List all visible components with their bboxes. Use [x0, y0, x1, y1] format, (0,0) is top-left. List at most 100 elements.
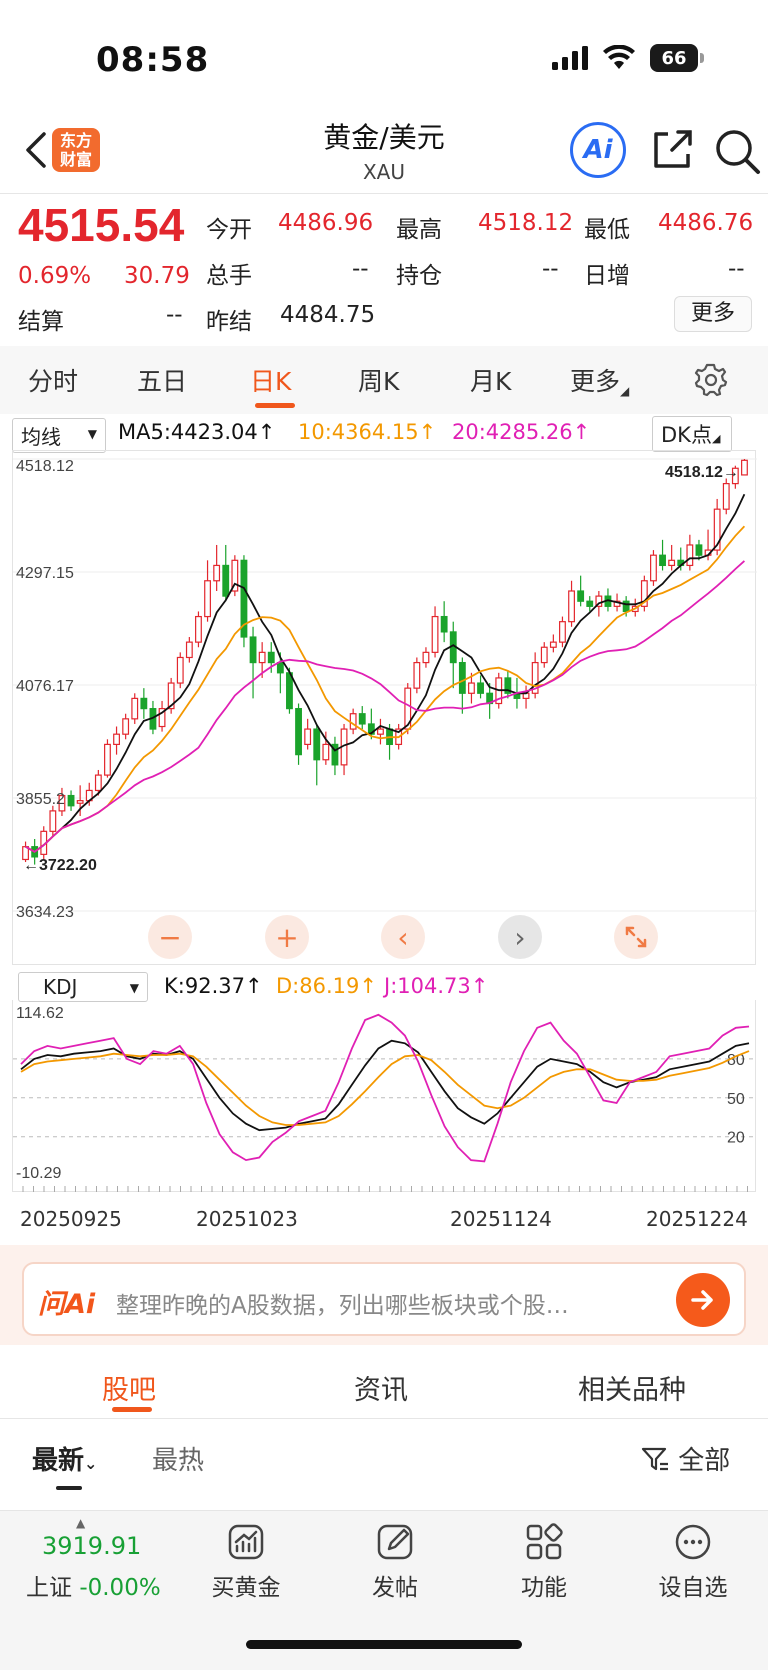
zoom-out-button[interactable]: −: [148, 915, 192, 959]
kdj-j-value: J:104.73↑: [384, 974, 489, 998]
ma-select-label: 均线: [21, 425, 61, 449]
subtab-news[interactable]: 资讯: [354, 1375, 408, 1406]
kline-chart[interactable]: 4518.12 4297.15 4076.17 3855.2 3634.23 4518.1…: [12, 450, 757, 965]
candle-body: [695, 544, 703, 556]
scroll-left-button[interactable]: ‹: [381, 915, 425, 959]
dropdown-triangle-icon: ◢: [620, 384, 630, 398]
max-price-marker: 4518.12→: [665, 464, 739, 481]
search-icon[interactable]: [712, 126, 762, 176]
candle-body: [431, 615, 439, 653]
ai-prompt-input[interactable]: 问Ai 整理昨晚的A股数据，列出哪些板块或个股…: [22, 1262, 746, 1336]
x-tick-label: 20251023: [196, 1207, 298, 1231]
open-value: 4486.96: [278, 210, 374, 236]
kdj-line-j: [20, 1013, 750, 1163]
subtab-forum[interactable]: 股吧: [102, 1375, 156, 1406]
candle-body: [313, 728, 321, 761]
nav-functions[interactable]: 功能: [521, 1575, 567, 1601]
more-quote-button[interactable]: 更多: [674, 296, 752, 332]
tab-intraday[interactable]: 分时: [28, 367, 79, 396]
candle-body: [258, 651, 266, 664]
index-value[interactable]: 3919.91: [42, 1532, 142, 1560]
kdj-chart[interactable]: 80 50 20 114.62 -10.29: [12, 1000, 757, 1192]
chart-period-tabs: [0, 346, 768, 414]
ma-line: [25, 493, 746, 853]
candle-body: [595, 595, 603, 607]
volume-label: 总手: [206, 263, 252, 289]
dk-point-button[interactable]: DK点◢: [652, 416, 732, 452]
chevron-down-icon: ⌄: [84, 1454, 98, 1473]
filter-label: 全部: [678, 1446, 731, 1476]
back-arrow-icon[interactable]: [18, 128, 58, 172]
index-ticker[interactable]: 上证 -0.00%: [26, 1568, 161, 1602]
candle-body: [377, 728, 384, 735]
tab-more[interactable]: 更多◢: [570, 362, 629, 398]
candle-body: [586, 600, 594, 607]
grid-apps-icon[interactable]: [524, 1522, 564, 1562]
prev-settle-label: 昨结: [206, 309, 252, 335]
x-tick-label: 20250925: [20, 1207, 122, 1231]
candle-body: [349, 713, 357, 730]
candle-body: [22, 846, 29, 861]
index-name: 上证: [26, 1575, 72, 1601]
nav-post[interactable]: 发帖: [372, 1575, 418, 1601]
edit-post-icon[interactable]: [375, 1522, 415, 1562]
sort-latest[interactable]: 最新⌄: [32, 1440, 97, 1477]
min-price-marker: ←3722.20: [23, 857, 97, 874]
candle-body: [540, 646, 548, 664]
y-tick-label: 3855.2: [16, 791, 65, 808]
candle-body: [722, 483, 730, 510]
share-icon[interactable]: [648, 126, 696, 174]
more-dots-icon[interactable]: [673, 1522, 713, 1562]
prev-settle-value: 4484.75: [280, 302, 376, 328]
tab-daily-k[interactable]: 日K: [250, 367, 292, 396]
scroll-right-button[interactable]: ›: [498, 915, 542, 959]
tab-monthly-k[interactable]: 月K: [470, 367, 512, 396]
kline-svg: 4518.12 4297.15 4076.17 3855.2 3634.23 4518.1…: [13, 458, 757, 921]
candle-body: [267, 651, 275, 664]
candle-body: [440, 615, 448, 633]
candle-body: [276, 661, 284, 674]
home-indicator: [246, 1640, 522, 1649]
candle-body: [240, 559, 248, 638]
candle-body: [659, 554, 666, 567]
tab-more-label: 更多: [570, 367, 621, 396]
ma-select[interactable]: 均线 ▼: [12, 418, 106, 453]
tab-five-day[interactable]: 五日: [137, 367, 188, 396]
kdj-select[interactable]: KDJ ▼: [18, 972, 148, 1002]
sort-latest-label: 最新: [32, 1446, 85, 1476]
zoom-in-button[interactable]: +: [265, 915, 309, 959]
ai-brand-label: 问Ai: [38, 1289, 96, 1320]
fullscreen-button[interactable]: [614, 915, 658, 959]
nav-add-watchlist[interactable]: 设自选: [658, 1575, 728, 1601]
ma-line: [25, 525, 746, 853]
candle-body: [76, 800, 84, 804]
candle-body: [176, 656, 184, 684]
candle-body: [731, 467, 739, 485]
candle-body: [122, 718, 130, 735]
gear-icon[interactable]: [693, 362, 729, 398]
ma5-value: MA5:4423.04↑: [118, 420, 276, 444]
kdj-y-max-label: 114.62: [16, 1005, 64, 1022]
candle-body: [131, 697, 139, 720]
ai-assistant-button[interactable]: Ai: [570, 122, 626, 178]
sort-hot[interactable]: 最热: [152, 1446, 205, 1476]
tab-weekly-k[interactable]: 周K: [358, 367, 400, 396]
expand-icon: [625, 926, 647, 948]
candle-body: [185, 641, 193, 659]
dropdown-triangle-icon: ◢: [711, 432, 721, 445]
y-tick-label: 3634.23: [16, 904, 74, 921]
candle-body: [295, 708, 302, 756]
kdj-ref-label: 20: [727, 1130, 745, 1147]
candle-body: [304, 728, 312, 746]
nav-buy-gold[interactable]: 买黄金: [211, 1575, 281, 1601]
ai-send-button[interactable]: [676, 1273, 730, 1327]
kdj-k-value: K:92.37↑: [164, 974, 263, 998]
change-percent: 0.69%: [18, 263, 92, 289]
ma10-value: 10:4364.15↑: [298, 420, 437, 444]
subtab-related[interactable]: 相关品种: [578, 1375, 686, 1406]
kdj-select-label: KDJ: [43, 975, 78, 999]
gold-chart-icon[interactable]: [226, 1522, 266, 1562]
candle-body: [158, 708, 166, 728]
candle-body: [213, 564, 221, 582]
filter-button[interactable]: 全部: [640, 1440, 730, 1477]
